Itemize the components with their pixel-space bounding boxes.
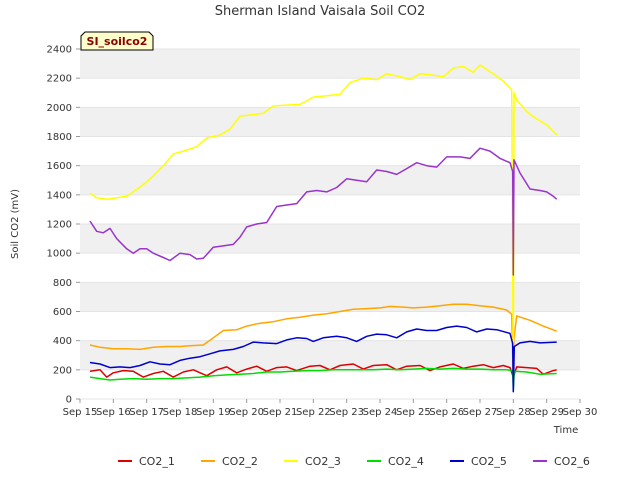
y-axis-label: Soil CO2 (mV) <box>10 189 21 259</box>
x-tick-label: Sep 22 <box>296 407 331 418</box>
legend-label: CO2_2 <box>222 455 258 468</box>
x-tick-label: Sep 26 <box>429 407 464 418</box>
series-badge: SI_soilco2 <box>80 31 154 51</box>
x-tick-label: Sep 29 <box>529 407 564 418</box>
x-tick-label: Sep 21 <box>263 407 298 418</box>
grid-band <box>80 107 580 137</box>
x-tick-label: Sep 23 <box>329 407 364 418</box>
series-lines <box>89 64 558 393</box>
x-tick-label: Sep 25 <box>396 407 431 418</box>
series-line-co2-3 <box>89 64 558 378</box>
series-line-co2-4 <box>89 367 557 392</box>
x-tick-label: Sep 20 <box>229 407 264 418</box>
legend-label: CO2_5 <box>471 455 507 468</box>
grid-band <box>80 282 580 312</box>
grid-band <box>80 369 580 399</box>
y-tick-label: 200 <box>53 365 72 376</box>
y-tick-label: 0 <box>66 395 72 406</box>
y-axis: 0 200 400 600 800 1000 1200 1400 1600 1800 2000 220… <box>47 45 80 406</box>
y-tick-label: 1200 <box>47 220 72 231</box>
legend-label: CO2_1 <box>139 455 175 468</box>
grid-band <box>80 78 580 108</box>
y-tick-label: 1800 <box>47 132 72 143</box>
y-tick-label: 800 <box>53 278 72 289</box>
y-tick-label: 2000 <box>47 103 72 114</box>
x-tick-label: Sep 16 <box>96 407 131 418</box>
y-tick-label: 400 <box>53 336 72 347</box>
x-tick-label: Sep 27 <box>463 407 498 418</box>
y-tick-label: 2400 <box>47 45 72 56</box>
y-tick-label: 600 <box>53 307 72 318</box>
grid-band <box>80 194 580 224</box>
series-line-co2-6 <box>89 147 558 276</box>
series-line-co2-5 <box>89 325 557 393</box>
x-tick-label: Sep 24 <box>363 407 398 418</box>
chart-title: Sherman Island Vaisala Soil CO2 <box>215 4 425 19</box>
x-tick-label: Sep 17 <box>129 407 164 418</box>
grid-band <box>80 253 580 283</box>
grid-band <box>80 49 580 79</box>
legend-label: CO2_6 <box>554 455 590 468</box>
x-axis-label: Time <box>553 425 578 436</box>
y-tick-label: 1400 <box>47 190 72 201</box>
y-tick-label: 2200 <box>47 74 72 85</box>
badge-label: SI_soilco2 <box>87 35 148 48</box>
series-line-co2-2 <box>89 303 557 383</box>
x-tick-label: Sep 19 <box>196 407 231 418</box>
y-tick-label: 1000 <box>47 249 72 260</box>
legend: CO2_1 CO2_2 CO2_3 CO2_4 CO2_5 CO2_6 <box>118 455 590 468</box>
grid-band <box>80 311 580 341</box>
badge-frame <box>80 31 154 51</box>
legend-label: CO2_4 <box>388 455 424 468</box>
x-tick-label: Sep 28 <box>496 407 531 418</box>
grid-band <box>80 136 580 166</box>
x-tick-label: Sep 30 <box>563 407 598 418</box>
legend-label: CO2_3 <box>305 455 341 468</box>
y-tick-label: 1600 <box>47 161 72 172</box>
grid-band <box>80 224 580 254</box>
x-tick-label: Sep 18 <box>163 407 198 418</box>
x-tick-label: Sep 15 <box>63 407 98 418</box>
